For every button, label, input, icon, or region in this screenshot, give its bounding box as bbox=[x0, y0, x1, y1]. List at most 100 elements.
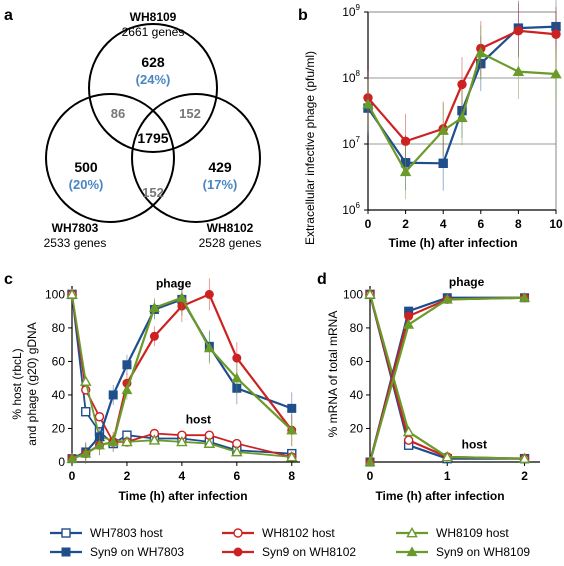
venn-circle-wh8102 bbox=[131, 93, 261, 223]
chart-b-point bbox=[362, 98, 374, 109]
panel-b: b Extracellular infective phage (pfu/ml)… bbox=[298, 0, 563, 250]
chart-b-xtick-label: 10 bbox=[549, 217, 563, 231]
chart-d-ylabel: % mRNA of total mRNA bbox=[326, 311, 340, 438]
chart-c-point bbox=[231, 372, 243, 383]
chart-b-point bbox=[400, 136, 411, 146]
chart-b-point bbox=[550, 68, 562, 79]
venn-circle-wh7803 bbox=[45, 93, 175, 223]
venn-pct-only-wh8102: (17%) bbox=[203, 177, 238, 192]
chart-c-xlabel: Time (h) after infection bbox=[118, 489, 247, 503]
chart-c-xtick-label: 4 bbox=[179, 469, 186, 483]
chart-c-point bbox=[122, 360, 132, 370]
chart-d-ytick-label: 40 bbox=[350, 388, 364, 402]
chart-b-point bbox=[437, 124, 449, 135]
chart-c-point bbox=[203, 342, 215, 353]
panel-letter-b: b bbox=[298, 7, 308, 24]
chart-b-point bbox=[475, 47, 487, 58]
chart-d-point bbox=[441, 450, 454, 462]
chart-b-ytick-label: 109 bbox=[342, 3, 360, 19]
venn-total-wh8102: 2528 genes bbox=[199, 236, 262, 250]
chart-c-ytick-label: 20 bbox=[52, 421, 66, 435]
chart-c-annotation-host: host bbox=[186, 412, 211, 426]
chart-d-point bbox=[402, 425, 415, 437]
chart-c-point bbox=[285, 450, 298, 462]
chart-c-point bbox=[231, 445, 243, 457]
chart-c-point bbox=[94, 412, 105, 422]
legend-label: WH8102 host bbox=[262, 526, 335, 540]
chart-b-ytick-exponent: 7 bbox=[356, 135, 361, 144]
chart-b-xtick-label: 4 bbox=[440, 217, 447, 231]
chart-c-point bbox=[121, 384, 133, 395]
chart-c-point bbox=[176, 292, 188, 302]
chart-b-point bbox=[512, 65, 525, 76]
legend-marker bbox=[233, 528, 243, 538]
chart-c-point bbox=[79, 375, 92, 386]
venn-count-only-wh8102: 429 bbox=[208, 159, 232, 175]
chart-c-point bbox=[108, 390, 118, 400]
venn-count-core: 1795 bbox=[137, 130, 168, 146]
venn-count-wh7803-wh8102: 152 bbox=[142, 185, 164, 200]
chart-b-ylabel: Extracellular infective phage (pfu/ml) bbox=[303, 51, 317, 245]
legend-marker bbox=[61, 547, 71, 557]
chart-d-ytick-label: 80 bbox=[350, 321, 364, 335]
chart-c-series-line bbox=[71, 294, 292, 458]
legend-label: Syn9 on WH8102 bbox=[262, 545, 356, 559]
chart-c-point bbox=[148, 434, 161, 445]
chart-c-series-line bbox=[71, 298, 293, 460]
chart-c-point bbox=[80, 447, 92, 458]
chart-b-point bbox=[457, 79, 467, 90]
chart-d-ytick-label: 100 bbox=[343, 287, 363, 301]
chart-c-point bbox=[204, 289, 214, 299]
chart-d-xlabel: Time (h) after infection bbox=[375, 489, 504, 503]
chart-c-point bbox=[287, 403, 297, 413]
chart-d-point bbox=[519, 292, 530, 302]
chart-d-xtick-label: 1 bbox=[444, 469, 451, 483]
chart-c-point bbox=[66, 453, 78, 463]
chart-d-ytick-label: 20 bbox=[350, 421, 364, 435]
chart-c-point bbox=[107, 436, 119, 447]
legend-marker bbox=[406, 526, 418, 538]
chart-b-point bbox=[456, 111, 468, 123]
venn-total-wh7803: 2533 genes bbox=[44, 236, 107, 250]
panel-c: c % host (rbcL) and phage (g20) gDNA Tim… bbox=[4, 271, 300, 503]
venn-label-wh8102: WH8102 bbox=[207, 221, 254, 235]
panel-d: d % mRNA of total mRNA Time (h) after in… bbox=[317, 271, 540, 503]
venn-count-only-wh7803: 500 bbox=[74, 159, 98, 175]
venn-label-wh7803: WH7803 bbox=[52, 221, 99, 235]
legend-label: Syn9 on WH7803 bbox=[90, 545, 184, 559]
chart-c-point bbox=[149, 331, 159, 341]
legend-marker bbox=[406, 546, 418, 557]
chart-b-point bbox=[551, 29, 561, 39]
chart-b-xlabel: Time (h) after infection bbox=[388, 236, 517, 250]
venn-count-only-wh8109: 628 bbox=[141, 54, 165, 70]
chart-c-series-line bbox=[71, 294, 292, 458]
chart-d-annotation-host: host bbox=[462, 438, 487, 452]
chart-d-point bbox=[441, 293, 453, 304]
chart-c-point bbox=[176, 435, 188, 447]
chart-b-point bbox=[399, 165, 412, 177]
chart-d-ytick-label: 60 bbox=[350, 354, 364, 368]
chart-c-point bbox=[232, 353, 242, 363]
chart-d-point bbox=[518, 452, 531, 464]
venn-label-wh8109: WH8109 bbox=[130, 10, 177, 24]
chart-b-ytick-label: 107 bbox=[342, 135, 360, 151]
chart-c-point bbox=[286, 424, 298, 435]
chart-d-series-line bbox=[368, 294, 525, 460]
chart-c-point bbox=[81, 407, 91, 417]
chart-b-xtick-label: 8 bbox=[515, 217, 522, 231]
chart-c-series-line bbox=[71, 296, 293, 460]
chart-b-xtick-label: 0 bbox=[365, 217, 372, 231]
chart-b-ytick-exponent: 8 bbox=[356, 69, 361, 78]
venn-circle-wh8109 bbox=[88, 23, 218, 153]
venn-count-wh8109-wh8102: 152 bbox=[179, 106, 201, 121]
chart-d-series-line bbox=[368, 296, 525, 463]
legend-label: Syn9 on WH8109 bbox=[436, 545, 530, 559]
chart-c-ytick-label: 80 bbox=[52, 321, 66, 335]
venn-count-wh8109-wh7803: 86 bbox=[111, 106, 125, 121]
panel-a: a WH8109 2661 genes WH7803 2533 genes WH… bbox=[4, 7, 261, 250]
chart-b-ytick-label: 108 bbox=[342, 69, 360, 85]
chart-d-point bbox=[403, 435, 414, 445]
chart-d-xtick-label: 2 bbox=[521, 469, 528, 483]
legend-marker bbox=[61, 528, 71, 538]
